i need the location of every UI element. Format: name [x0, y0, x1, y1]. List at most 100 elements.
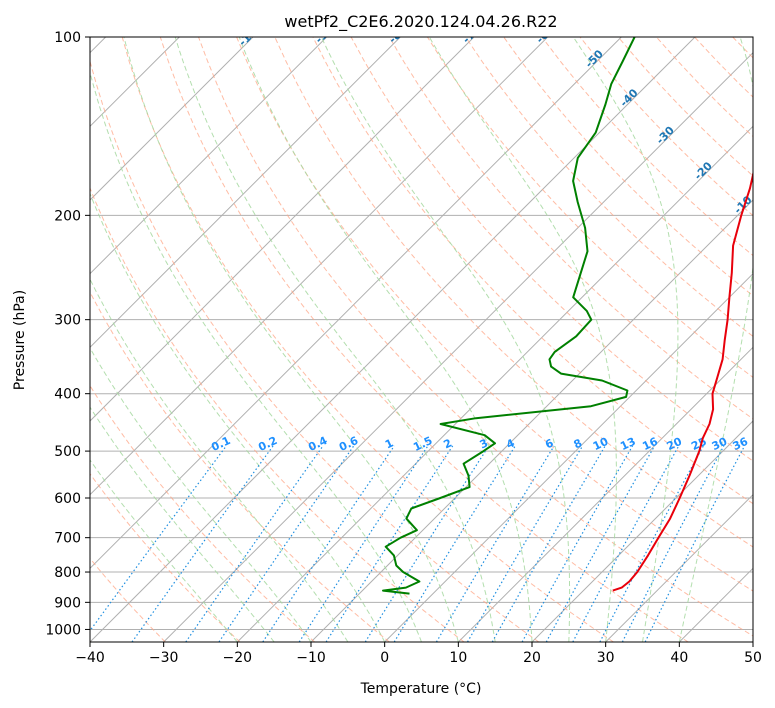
dry-adiabat [121, 37, 614, 642]
isotherm-line [457, 346, 753, 642]
dry-adiabat [426, 37, 753, 378]
mixing-ratio-label: 20 [665, 435, 685, 453]
isotherm-label: -60 [534, 23, 557, 46]
x-tick-label: 30 [597, 650, 615, 666]
mixing-ratio-label: 30 [710, 435, 730, 453]
moist-adiabat [678, 37, 753, 642]
moist-adiabat [320, 37, 571, 642]
mixing-ratio-line [545, 445, 656, 642]
y-tick-label: 700 [54, 531, 81, 547]
mixing-ratio-line [644, 445, 746, 642]
isotherm-line [531, 420, 753, 642]
y-tick-label: 1000 [45, 622, 81, 638]
mixing-ratio-lines [90, 445, 746, 642]
plot-frame [89, 36, 754, 643]
dry-adiabat [90, 384, 316, 642]
isotherm-line [90, 37, 254, 201]
plot-area: -100-90-80-70-60-50-40-30-20-10010203040… [90, 20, 775, 642]
mixing-ratio-label: 36 [731, 435, 751, 453]
isotherm-line [752, 641, 753, 642]
isotherm-line [90, 37, 622, 570]
mixing-ratio-label: 13 [618, 435, 637, 453]
moist-adiabat [90, 347, 312, 642]
mixing-ratio-label: 25 [689, 435, 708, 453]
isotherm-grid [90, 37, 753, 642]
dry-adiabat [90, 291, 390, 642]
isotherm-line [310, 199, 753, 642]
mixing-ratio-line [262, 445, 395, 642]
isotherm-label: -90 [313, 23, 336, 46]
plot-background [90, 37, 753, 642]
dry-adiabat [159, 37, 689, 642]
moist-adiabat [174, 37, 496, 642]
isotherm-label: -80 [386, 23, 409, 46]
isotherm-line [90, 37, 328, 275]
dry-adiabat [90, 557, 166, 642]
isobar-grid [90, 37, 753, 630]
moist-adiabat [90, 278, 349, 642]
x-tick-label: −10 [296, 650, 326, 666]
moist-adiabat [90, 406, 275, 642]
y-tick-label: 600 [54, 491, 81, 507]
isotherm-line [605, 493, 753, 642]
y-tick-label: 500 [54, 444, 81, 460]
isotherm-line [384, 272, 753, 642]
y-tick-label: 800 [54, 565, 81, 581]
mixing-ratio-line [131, 445, 274, 642]
isotherm-label: -70 [460, 23, 483, 46]
x-axis-label: Temperature (°C) [360, 681, 482, 697]
dry-adiabat [90, 472, 241, 642]
dry-adiabat [771, 37, 775, 642]
moist-adiabat [428, 37, 617, 642]
mixing-ratio-line [298, 445, 429, 642]
isotherm-line [90, 37, 549, 496]
x-tick-label: −20 [223, 650, 253, 666]
y-tick-label: 200 [54, 208, 81, 224]
y-tick-label: 300 [54, 313, 81, 329]
isotherm-line [90, 37, 475, 422]
x-tick-label: 20 [523, 650, 541, 666]
dewpoint-line [382, 37, 636, 595]
mixing-ratio-line [325, 445, 454, 642]
moist-adiabat [90, 192, 386, 642]
x-axis: −40 −30 −20 −10 0 10 20 30 40 50 [75, 642, 762, 666]
isotherm-line [90, 37, 401, 349]
moist-adiabat [572, 37, 679, 642]
mixing-ratio-line [364, 445, 490, 642]
dry-adiabat [236, 37, 753, 592]
x-tick-label: −30 [149, 650, 179, 666]
mixing-ratio-label: 16 [640, 435, 660, 453]
chart-title: wetPf2_C2E6.2020.124.04.26.R22 [284, 12, 557, 32]
moist-adiabat [90, 70, 422, 642]
moist-adiabats [90, 37, 753, 642]
dry-adiabat [198, 37, 753, 637]
moist-adiabat [238, 37, 533, 642]
x-tick-label: 0 [380, 650, 389, 666]
mixing-ratio-line [521, 445, 634, 642]
y-tick-label: 900 [54, 595, 81, 611]
x-tick-label: 40 [670, 650, 688, 666]
mixing-ratio-label: 10 [591, 435, 611, 453]
y-tick-label: 100 [54, 30, 81, 46]
moist-adiabat [123, 37, 459, 642]
x-tick-label: 50 [744, 650, 762, 666]
x-tick-label: −40 [75, 650, 105, 666]
mixing-ratio-line [185, 445, 324, 642]
moist-adiabat [90, 459, 238, 642]
isotherm-line [236, 125, 753, 642]
y-axis-label: Pressure (hPa) [12, 290, 28, 390]
mixing-ratio-line [218, 445, 355, 642]
dry-adiabat [90, 59, 540, 642]
mixing-ratio-line [621, 445, 725, 642]
profile-lines [382, 37, 753, 595]
dry-adiabat [503, 37, 753, 297]
mixing-ratio-line [435, 445, 555, 642]
mixing-ratio-line [466, 445, 584, 642]
mixing-ratio-line [393, 445, 516, 642]
dry-adiabat [350, 37, 753, 462]
temperature-line [612, 170, 753, 592]
y-axis: 1000 900 800 700 600 500 400 300 200 100 [45, 30, 90, 638]
x-tick-label: 10 [449, 650, 467, 666]
isotherm-label: -100 [236, 20, 265, 49]
